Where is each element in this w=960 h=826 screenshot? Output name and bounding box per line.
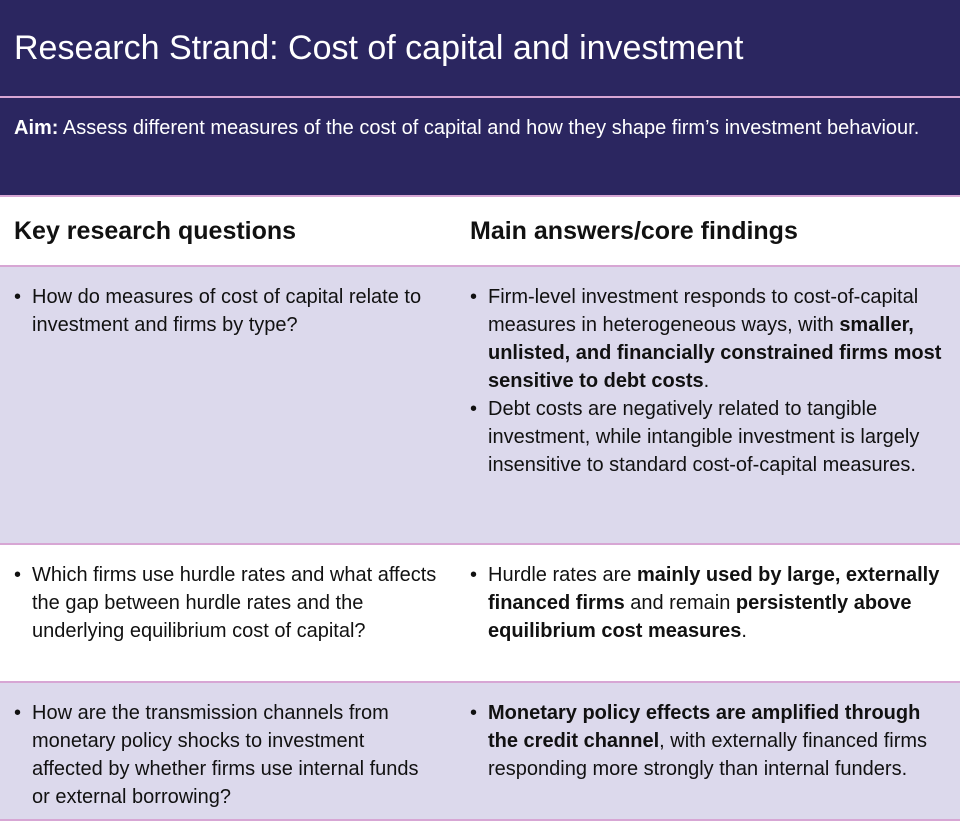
finding-text: Debt costs are negatively related to tan… xyxy=(488,398,920,476)
header-answers: Main answers/core findings xyxy=(470,216,798,245)
table-row: Which firms use hurdle rates and what af… xyxy=(0,545,960,683)
finding-emphasis: smaller, unlisted, and financially const… xyxy=(488,314,942,392)
table-row: How are the transmission channels from m… xyxy=(0,683,960,821)
aim-label: Aim: xyxy=(14,117,59,139)
finding-emphasis: persistently above equilibrium cost meas… xyxy=(488,592,912,642)
finding-text: Hurdle rates are xyxy=(488,564,637,586)
finding-text: Firm-level investment responds to cost-o… xyxy=(488,286,919,336)
finding-item: Monetary policy effects are amplified th… xyxy=(470,699,948,783)
finding-text: and remain xyxy=(624,592,736,614)
question-cell: Which firms use hurdle rates and what af… xyxy=(0,545,458,681)
question-cell: How do measures of cost of capital relat… xyxy=(0,267,458,543)
answer-cell: Monetary policy effects are amplified th… xyxy=(458,683,960,819)
header-questions: Key research questions xyxy=(14,216,297,245)
question-item: How are the transmission channels from m… xyxy=(14,699,438,811)
page-title: Research Strand: Cost of capital and inv… xyxy=(0,0,960,98)
question-cell: How are the transmission channels from m… xyxy=(0,683,458,819)
question-item: Which firms use hurdle rates and what af… xyxy=(14,561,438,645)
aim-text: Assess different measures of the cost of… xyxy=(58,117,920,139)
finding-text: . xyxy=(703,370,710,392)
answer-cell: Firm-level investment responds to cost-o… xyxy=(458,267,960,543)
finding-item: Hurdle rates are mainly used by large, e… xyxy=(470,561,948,645)
question-item: How do measures of cost of capital relat… xyxy=(14,283,438,339)
table-row: How do measures of cost of capital relat… xyxy=(0,267,960,545)
table-header: Key research questions Main answers/core… xyxy=(0,195,960,267)
finding-emphasis: mainly used by large, externally finance… xyxy=(488,564,940,614)
finding-item: Firm-level investment responds to cost-o… xyxy=(470,283,948,395)
finding-text: , with externally financed firms respond… xyxy=(488,730,928,780)
table-body: How do measures of cost of capital relat… xyxy=(0,267,960,821)
aim-statement: Aim: Assess different measures of the co… xyxy=(0,98,960,195)
finding-emphasis: Monetary policy effects are amplified th… xyxy=(488,702,921,752)
finding-text: . xyxy=(741,620,747,642)
finding-item: Debt costs are negatively related to tan… xyxy=(470,395,948,479)
answer-cell: Hurdle rates are mainly used by large, e… xyxy=(458,545,960,681)
